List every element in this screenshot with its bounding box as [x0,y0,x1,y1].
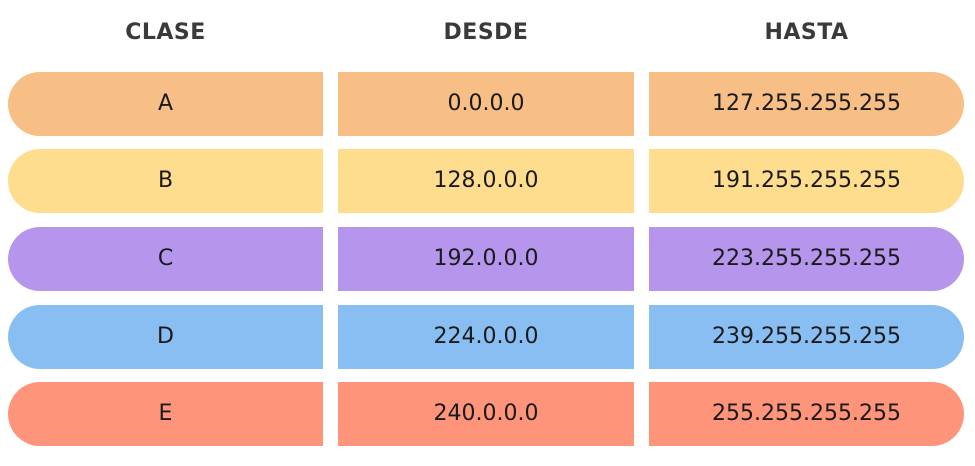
row-a-hasta: 127.255.255.255 [649,72,964,136]
row-e-desde: 240.0.0.0 [338,382,634,446]
header-desde: DESDE [443,20,529,45]
row-b-clase: B [8,149,323,213]
header-clase: CLASE [125,20,206,45]
row-c-desde: 192.0.0.0 [338,227,634,291]
header-hasta: HASTA [764,20,849,45]
row-b-hasta: 191.255.255.255 [649,149,964,213]
row-e-clase: E [8,382,323,446]
row-d-hasta: 239.255.255.255 [649,305,964,369]
row-c-clase: C [8,227,323,291]
row-d-desde: 224.0.0.0 [338,305,634,369]
row-a-desde: 0.0.0.0 [338,72,634,136]
row-a-clase: A [8,72,323,136]
row-d-clase: D [8,305,323,369]
row-e-hasta: 255.255.255.255 [649,382,964,446]
row-b-desde: 128.0.0.0 [338,149,634,213]
row-c-hasta: 223.255.255.255 [649,227,964,291]
